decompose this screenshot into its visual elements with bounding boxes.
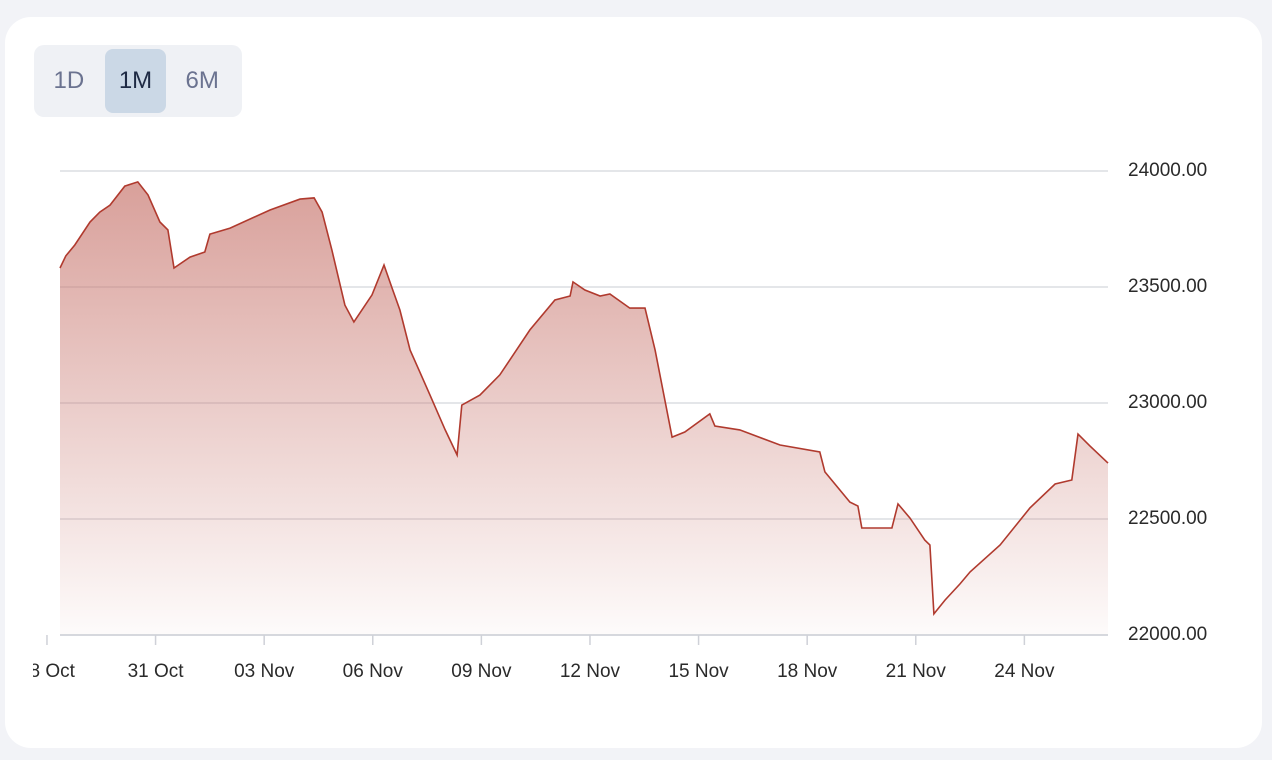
x-tick-label: 06 Nov (343, 661, 404, 682)
x-tick-label: 15 Nov (668, 661, 729, 682)
x-tick-label: 31 Oct (128, 661, 185, 682)
x-tick-label: 24 Nov (994, 661, 1055, 682)
x-tick-label: 18 Nov (777, 661, 838, 682)
x-tick-label: 09 Nov (451, 661, 512, 682)
range-button[interactable]: 1M (104, 49, 167, 113)
area-fill (60, 181, 1108, 635)
range-button[interactable]: 1D (53, 67, 85, 94)
y-tick-label: 23000.00 (1128, 392, 1207, 413)
y-tick-label: 22000.00 (1128, 624, 1207, 645)
range-tabs: 1D 1M 6M (34, 45, 242, 117)
x-tick-label: 28 Oct (19, 661, 76, 682)
price-line (59, 180, 1109, 617)
x-tick-label: 03 Nov (234, 661, 295, 682)
x-tick-label: 21 Nov (886, 661, 947, 682)
y-tick-label: 24000.00 (1128, 160, 1207, 181)
x-ticks: 28 Oct 31 Oct 03 Nov 06 Nov 09 Nov 12 Nov 15 N… (19, 635, 1055, 682)
y-tick-label: 23500.00 (1128, 276, 1207, 297)
range-button[interactable]: 6M (185, 67, 219, 94)
y-tick-label: 22500.00 (1128, 508, 1207, 529)
x-tick-label: 12 Nov (560, 661, 621, 682)
